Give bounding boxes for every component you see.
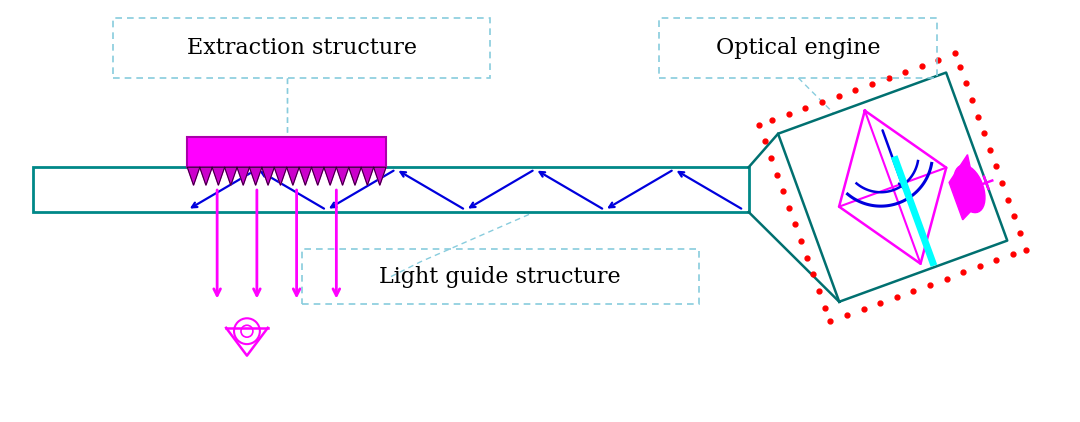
Polygon shape	[949, 154, 978, 220]
Polygon shape	[374, 167, 386, 185]
Polygon shape	[349, 167, 361, 185]
Polygon shape	[261, 167, 274, 185]
Polygon shape	[361, 167, 374, 185]
Polygon shape	[311, 167, 324, 185]
Bar	[187, 138, 386, 167]
Polygon shape	[237, 167, 249, 185]
Text: Extraction structure: Extraction structure	[187, 37, 417, 59]
Polygon shape	[200, 167, 212, 185]
Polygon shape	[187, 167, 200, 185]
Polygon shape	[286, 167, 299, 185]
Bar	[659, 18, 937, 78]
Text: Optical engine: Optical engine	[716, 37, 880, 59]
Bar	[33, 167, 748, 212]
Polygon shape	[249, 167, 261, 185]
Polygon shape	[336, 167, 349, 185]
Bar	[112, 18, 490, 78]
Polygon shape	[274, 167, 286, 185]
Polygon shape	[225, 167, 237, 185]
Polygon shape	[954, 165, 985, 213]
Text: Light guide structure: Light guide structure	[379, 265, 621, 287]
Bar	[301, 249, 699, 304]
Polygon shape	[212, 167, 225, 185]
Polygon shape	[299, 167, 311, 185]
Polygon shape	[324, 167, 336, 185]
